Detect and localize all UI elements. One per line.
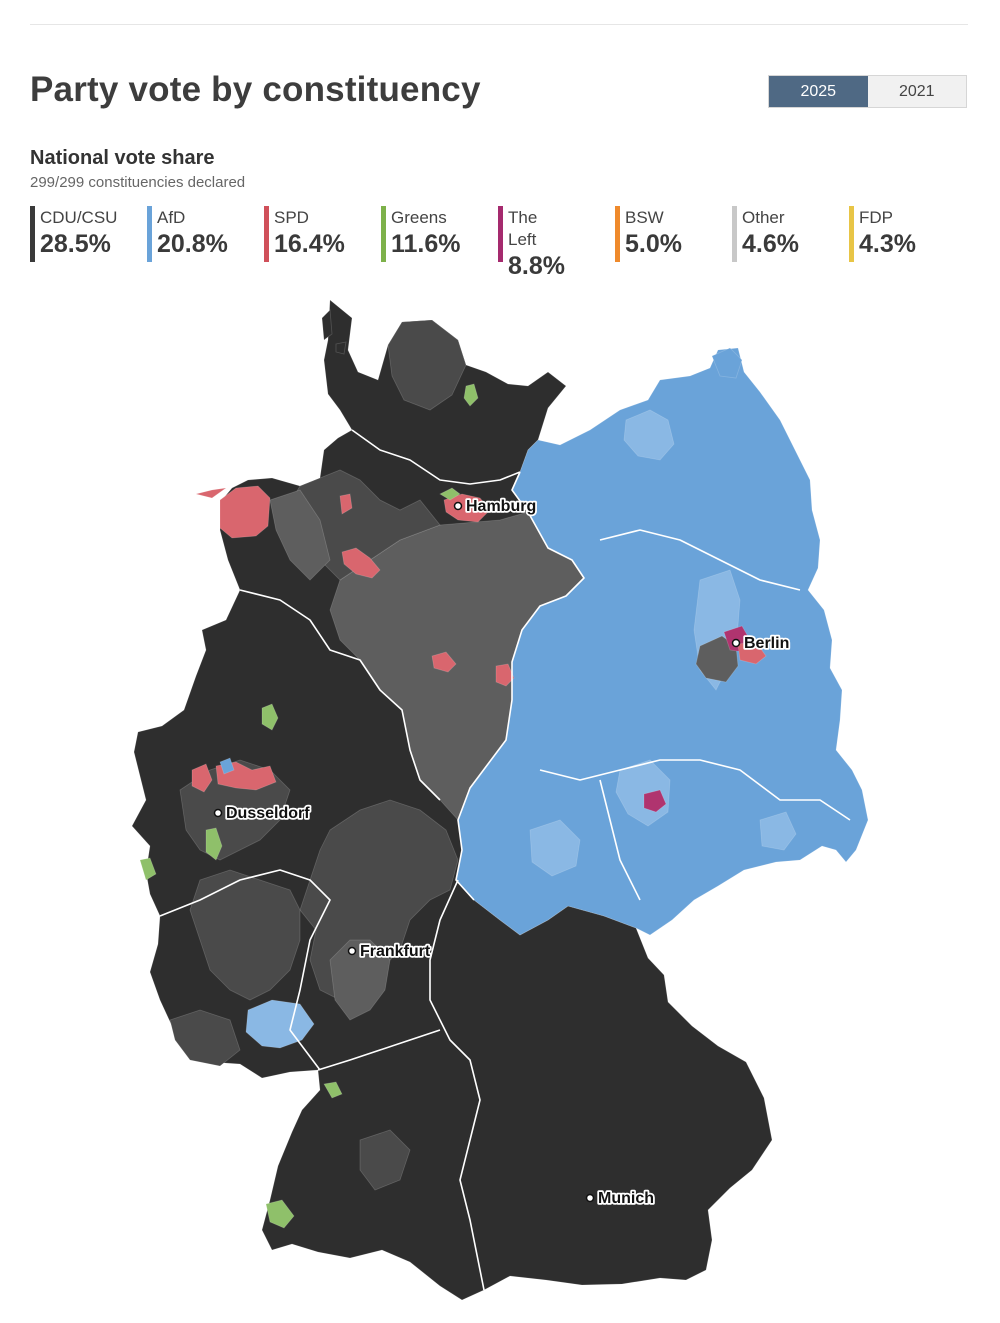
border-hesse-bavaria bbox=[429, 879, 485, 1291]
legend-party-share: 20.8% bbox=[157, 230, 228, 258]
vote-share-heading: National vote share bbox=[30, 147, 215, 169]
region-leipzig-left[interactable] bbox=[643, 789, 667, 813]
state-borders bbox=[159, 429, 851, 1291]
legend-item-greens: Greens 11.6% bbox=[381, 206, 461, 262]
top-divider bbox=[30, 24, 968, 25]
frankfurt-marker bbox=[347, 946, 357, 956]
region-brunswick-spd[interactable] bbox=[495, 663, 515, 687]
legend-item-afd: AfD 20.8% bbox=[147, 206, 228, 262]
legend-party-share: 4.3% bbox=[859, 230, 916, 258]
legend-party-name: Greens bbox=[391, 208, 447, 227]
legend-item-other: Other 4.6% bbox=[732, 206, 799, 262]
region-karlsruhe-greens[interactable] bbox=[323, 1081, 343, 1099]
dusseldorf-marker bbox=[213, 808, 223, 818]
legend-party-share: 16.4% bbox=[274, 230, 345, 258]
border-saxony bbox=[539, 759, 851, 821]
border-schleswig bbox=[351, 429, 521, 485]
munich-marker bbox=[585, 1193, 595, 1203]
legend-party-share: 4.6% bbox=[742, 230, 799, 258]
city-markers: Hamburg Berlin Dusseldorf Frankfurt Muni… bbox=[213, 496, 791, 1209]
region-berlin-east[interactable] bbox=[737, 641, 767, 665]
region-east-frisia-spd[interactable] bbox=[219, 485, 271, 539]
region-kiel-greens[interactable] bbox=[463, 383, 479, 407]
region-rhineland-mid[interactable] bbox=[189, 869, 301, 1001]
border-brandenburg bbox=[599, 529, 801, 591]
legend-party-share: 28.5% bbox=[40, 230, 111, 258]
island-sylt bbox=[321, 309, 333, 341]
region-cologne-greens[interactable] bbox=[205, 827, 223, 861]
legend-party-name: Other bbox=[742, 208, 785, 227]
swatch-cdu-csu bbox=[30, 206, 35, 262]
legend-party-name: AfD bbox=[157, 208, 186, 227]
year-toggle: 2025 2021 bbox=[768, 75, 967, 108]
region-hamburg-spd[interactable] bbox=[443, 493, 491, 523]
legend-party-share: 11.6% bbox=[391, 230, 461, 258]
region-muenster-greens[interactable] bbox=[261, 703, 279, 731]
region-erfurt-light[interactable] bbox=[529, 819, 581, 877]
legend-item-spd: SPD 16.4% bbox=[264, 206, 345, 262]
island-ruegen bbox=[711, 347, 743, 379]
border-bw bbox=[317, 1029, 441, 1071]
region-schleswig-mid[interactable] bbox=[387, 319, 467, 411]
border-thuringia bbox=[599, 779, 641, 901]
region-kaiserslautern-afd[interactable] bbox=[245, 999, 315, 1049]
legend-item-fdp: FDP 4.3% bbox=[849, 206, 916, 262]
region-ruhr-spd-1[interactable] bbox=[191, 763, 213, 793]
region-dresden-light[interactable] bbox=[759, 811, 797, 851]
region-ruhr-afd[interactable] bbox=[219, 757, 235, 775]
dusseldorf-label: Dusseldorf bbox=[226, 805, 310, 822]
legend-item-the-left: The Left 8.8% bbox=[498, 206, 565, 280]
frankfurt-label: Frankfurt bbox=[360, 943, 431, 960]
region-berlin-west[interactable] bbox=[695, 635, 739, 683]
legend-party-name: CDU/CSU bbox=[40, 208, 118, 227]
region-frankfurt-area[interactable] bbox=[329, 939, 391, 1021]
germany-map-svg: Hamburg Berlin Dusseldorf Frankfurt Muni… bbox=[131, 299, 869, 1301]
swatch-other bbox=[732, 206, 737, 262]
swatch-spd bbox=[264, 206, 269, 262]
legend-party-name: BSW bbox=[625, 208, 664, 227]
constituency-map: Hamburg Berlin Dusseldorf Frankfurt Muni… bbox=[0, 280, 1000, 1318]
region-east-frisia[interactable] bbox=[269, 489, 331, 581]
region-bremerhaven-spd[interactable] bbox=[339, 493, 353, 515]
region-hamburg-greens[interactable] bbox=[439, 487, 461, 501]
swatch-greens bbox=[381, 206, 386, 262]
berlin-label: Berlin bbox=[744, 635, 789, 652]
region-saar-mid[interactable] bbox=[169, 1009, 241, 1067]
swatch-afd bbox=[147, 206, 152, 262]
hamburg-marker bbox=[453, 501, 463, 511]
swatch-the-left bbox=[498, 206, 503, 262]
swatch-fdp bbox=[849, 206, 854, 262]
border-rlp bbox=[159, 869, 331, 1071]
page-title: Party vote by constituency bbox=[30, 70, 481, 109]
declared-count: 299/299 constituencies declared bbox=[30, 174, 246, 191]
berlin-marker bbox=[731, 638, 741, 648]
border-east-west bbox=[455, 471, 585, 901]
legend-item-bsw: BSW 5.0% bbox=[615, 206, 682, 262]
year-2025-button[interactable]: 2025 bbox=[769, 76, 868, 107]
swatch-bsw bbox=[615, 206, 620, 262]
island-foehr bbox=[335, 341, 347, 355]
region-bremen-spd[interactable] bbox=[341, 547, 381, 579]
year-2021-button[interactable]: 2021 bbox=[867, 76, 966, 107]
border-nrw bbox=[239, 589, 441, 801]
legend-party-share: 8.8% bbox=[508, 252, 565, 280]
region-hanover-spd[interactable] bbox=[431, 651, 457, 673]
region-baden-mid[interactable] bbox=[359, 1129, 411, 1191]
region-freiburg-greens[interactable] bbox=[265, 1199, 295, 1229]
hamburg-label: Hamburg bbox=[466, 498, 536, 515]
legend-party-name: The Left bbox=[508, 208, 538, 249]
region-rostock-light[interactable] bbox=[623, 409, 675, 461]
munich-label: Munich bbox=[598, 1190, 654, 1207]
legend-party-name: SPD bbox=[274, 208, 309, 227]
region-island-spd[interactable] bbox=[195, 487, 227, 499]
legend-party-share: 5.0% bbox=[625, 230, 682, 258]
legend-item-cdu-csu: CDU/CSU 28.5% bbox=[30, 206, 117, 262]
region-aachen-greens[interactable] bbox=[139, 857, 157, 881]
legend-party-name: FDP bbox=[859, 208, 893, 227]
